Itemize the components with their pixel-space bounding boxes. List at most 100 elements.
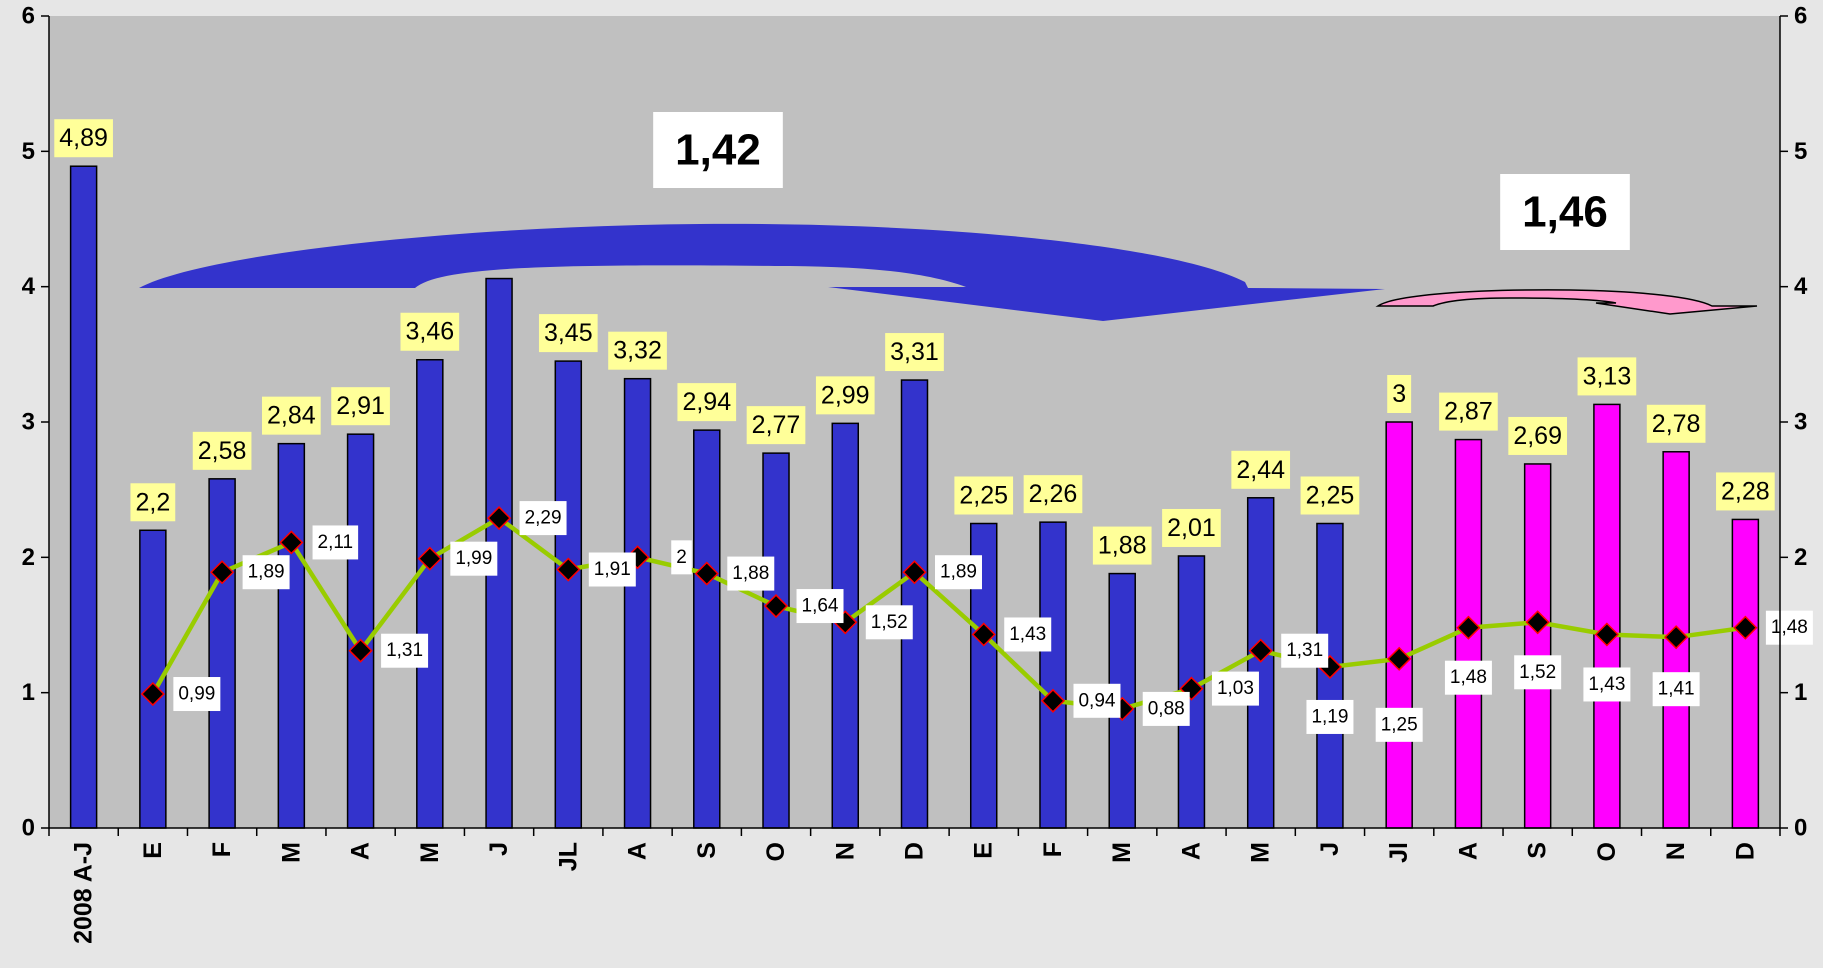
bar [277, 442, 306, 829]
line-value-label-text: 1,19 [1311, 706, 1348, 727]
bar-value-label-text: 3,13 [1583, 362, 1632, 390]
line-point [417, 546, 442, 571]
line-point [1040, 688, 1066, 713]
bar-value-label: 2,99 [815, 376, 875, 415]
x-tick-label: M [1108, 842, 1136, 863]
line-value-label-bg [450, 541, 498, 576]
x-tick-label: E [139, 842, 167, 859]
bar-value-label-text: 2,84 [267, 402, 316, 430]
line-value-label-bg [1444, 660, 1492, 695]
annotations: 1,42 1,46 [653, 112, 1630, 250]
bar-value-label-bg [1439, 392, 1498, 431]
line-value-label-text: 1,03 [1217, 678, 1254, 699]
x-tick-label: F [1039, 842, 1067, 857]
bar-value-label-text: 2,78 [1652, 410, 1701, 438]
line-value-label: 0,99 [173, 677, 221, 712]
x-tick-label: M [277, 842, 305, 863]
bar [1246, 497, 1275, 829]
line-value-label-text: 1,89 [940, 562, 977, 583]
bar-value-label-bg [1646, 404, 1706, 443]
bar [900, 379, 929, 829]
x-tick-label: E [970, 842, 998, 859]
bar-value-label: 2,77 [746, 406, 806, 445]
bar-value-label-text: 2,01 [1167, 514, 1216, 542]
bar-value-label-text: 2,77 [752, 411, 801, 439]
y2-tick-label: 6 [1794, 3, 1807, 30]
bar-value-label: 2,25 [1300, 476, 1360, 515]
x-tick-label: Jl [1385, 842, 1413, 863]
line-value-label-text: 2 [676, 547, 687, 568]
bar-value-label-text: 3,32 [613, 337, 662, 365]
bar [1731, 518, 1760, 829]
line-value-label-text: 1,31 [386, 640, 423, 661]
bar-labels: 4,89 2,2 2,58 2,84 2,91 3,46 3,45 3,32 2,94 2,77 2… [54, 119, 1775, 565]
bar-value-label-bg [331, 387, 390, 426]
bar-value-label-text: 3,31 [890, 338, 939, 366]
bar-value-label-bg [1387, 375, 1412, 413]
line-value-label-bg [588, 552, 636, 587]
line-value-label-text: 0,99 [178, 684, 215, 705]
line-value-label: 0,88 [1142, 691, 1190, 726]
bar-value-label-bg [538, 314, 598, 353]
line-value-label-bg [1073, 683, 1121, 718]
trend-arrows [139, 223, 1758, 321]
line-point [210, 560, 235, 585]
line-point [1594, 622, 1619, 647]
line-point [763, 593, 789, 619]
line-value-label-bg [796, 589, 844, 624]
line-value-label-text: 1,48 [1771, 617, 1808, 638]
bar-value-label-bg [815, 376, 875, 415]
bar-value-label-bg [130, 483, 176, 522]
line-value-label-bg [1004, 617, 1052, 652]
bar-value-label-bg [1092, 526, 1152, 565]
bar-value-label: 3,32 [608, 331, 667, 370]
line-point [1733, 615, 1758, 640]
line-value-label: 1,48 [1444, 660, 1492, 695]
x-tick-label: J [485, 842, 513, 856]
y2-tick-label: 2 [1794, 544, 1807, 571]
bar [623, 377, 652, 829]
bar-value-label: 2,78 [1646, 404, 1706, 443]
bar-value-label-bg [608, 331, 667, 370]
bar-value-label-text: 2,26 [1029, 480, 1078, 508]
axes: 0 1 2 3 4 5 6 0 1 2 3 4 5 6 [22, 3, 1808, 842]
bar-value-label-text: 1,88 [1098, 532, 1147, 560]
x-tick-label: F [208, 842, 236, 857]
annotation-box-bg [1500, 174, 1630, 250]
line-path [150, 515, 1746, 712]
bar [346, 433, 375, 829]
y-tick-label: 0 [22, 815, 35, 842]
line-point [140, 681, 165, 707]
y2-tick-label: 0 [1794, 815, 1807, 842]
line-value-label-bg [671, 540, 692, 575]
line-value-label-text: 1,64 [802, 596, 839, 617]
annotation-box: 1,42 [653, 112, 783, 188]
pink-trend-arrow [1375, 289, 1758, 315]
line-value-label-bg [1281, 633, 1329, 668]
bar-value-label-text: 2,28 [1721, 477, 1770, 505]
line-point [279, 530, 304, 555]
bar-value-label: 2,91 [331, 387, 390, 426]
line-value-label-text: 1,52 [871, 612, 908, 633]
line-point [1456, 615, 1481, 640]
line-value-label: 1,52 [865, 605, 913, 640]
line-value-label: 1,88 [727, 556, 775, 591]
bar-value-label: 2,69 [1508, 416, 1567, 455]
bar-value-label-bg [1023, 475, 1083, 514]
line-value-label: 1,64 [796, 589, 844, 624]
bar-value-label-text: 2,25 [1306, 482, 1355, 510]
line-point [348, 638, 373, 663]
x-tick-label: J [1316, 842, 1344, 856]
line-value-label-text: 1,99 [455, 548, 492, 569]
bar-value-label-bg [746, 406, 806, 445]
y2-tick-label: 3 [1794, 409, 1807, 436]
bar-value-label: 3,13 [1577, 357, 1637, 396]
line-value-label-bg [173, 677, 221, 712]
line-value-label: 1,03 [1211, 671, 1259, 706]
bar [1593, 403, 1621, 829]
y-tick-label: 5 [22, 138, 35, 165]
bar-value-label-bg [1577, 357, 1637, 396]
bar [1385, 421, 1413, 829]
bar [69, 165, 98, 829]
bar-value-label-bg [1508, 416, 1567, 455]
